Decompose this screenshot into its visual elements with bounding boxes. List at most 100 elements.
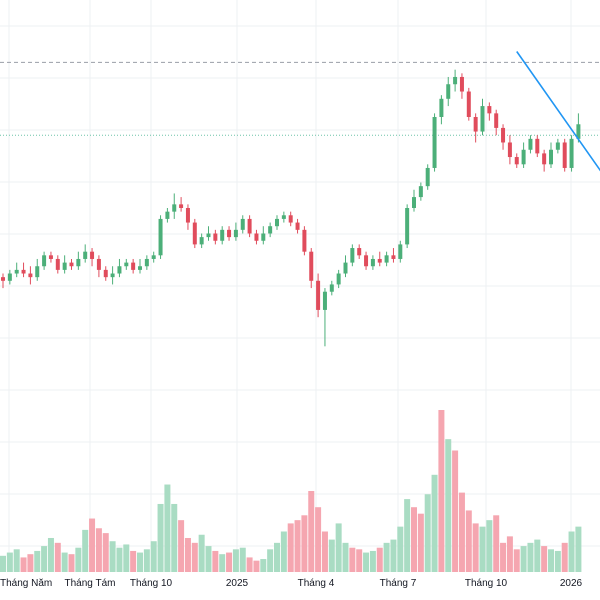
candle-body: [7, 273, 12, 281]
candle: [96, 255, 101, 278]
volume-bar: [534, 539, 541, 572]
candle: [110, 266, 115, 285]
candles[interactable]: [1, 69, 581, 347]
candle-body: [268, 226, 273, 234]
candle: [103, 266, 108, 281]
volume-bar: [390, 539, 397, 572]
candle: [357, 244, 362, 259]
candle-body: [185, 208, 190, 223]
candle-body: [494, 113, 499, 128]
candle: [302, 226, 307, 256]
candle: [281, 211, 286, 223]
candle: [1, 273, 5, 289]
volume-bar: [561, 542, 568, 572]
candle: [227, 226, 232, 241]
volume-bar: [438, 410, 445, 572]
candle: [206, 226, 211, 241]
x-tick-label: Tháng 4: [298, 578, 335, 589]
x-tick-label: Tháng Tám: [65, 578, 116, 589]
candle: [473, 113, 478, 143]
candle-body: [322, 291, 327, 310]
volume-bar: [143, 549, 150, 572]
candle: [453, 69, 458, 92]
trendline-group[interactable]: [516, 51, 600, 324]
volume-bar: [34, 550, 41, 572]
candle-body: [288, 215, 293, 223]
candle: [542, 149, 547, 172]
candle: [432, 113, 437, 172]
volume-bars: [0, 410, 582, 572]
candle-body: [466, 91, 471, 117]
volume-bar: [0, 555, 6, 572]
candle: [268, 222, 273, 238]
candle-body: [439, 98, 444, 117]
volume-bar: [301, 515, 308, 572]
x-axis: Tháng Năm Tháng Tám Tháng 10 2025 Tháng 4 Thá…: [0, 578, 583, 589]
volume-bar: [205, 546, 212, 572]
volume-bar: [548, 549, 554, 572]
candle-body: [275, 218, 279, 227]
volume-bar: [520, 546, 527, 572]
candle-body: [336, 273, 341, 285]
x-tick-label: Tháng 10: [130, 578, 173, 589]
volume-bar: [95, 528, 102, 572]
candle-body: [14, 269, 19, 274]
candle-body: [295, 222, 300, 230]
x-tick-label: Tháng 10: [465, 578, 508, 589]
volume-bar: [184, 537, 191, 572]
candle-body: [535, 138, 540, 154]
candle-body: [377, 258, 382, 263]
candle: [21, 262, 26, 278]
candle-body: [446, 84, 451, 99]
volume-bar: [486, 520, 493, 572]
candle-body: [398, 244, 403, 259]
x-tick-label: 2026: [560, 578, 583, 589]
candle: [254, 229, 259, 245]
candle-body: [42, 255, 47, 267]
volume-bar: [13, 549, 20, 572]
candle: [295, 218, 300, 234]
x-tick-label: Tháng Năm: [0, 578, 52, 589]
candle-body: [254, 233, 259, 241]
volume-bar: [335, 523, 342, 572]
candle: [179, 197, 184, 212]
candle: [507, 135, 512, 165]
volume-bar: [89, 518, 96, 572]
candle: [138, 258, 142, 274]
candle: [213, 229, 218, 245]
volume-bar: [411, 507, 417, 572]
volume-bar: [349, 547, 356, 572]
volume-bar: [20, 557, 27, 572]
candle: [364, 251, 369, 270]
candle: [7, 269, 12, 285]
candle: [528, 135, 533, 154]
candle-body: [261, 233, 266, 241]
volume-bar: [479, 526, 486, 572]
volume-bar: [417, 513, 424, 572]
candle-body: [165, 211, 170, 219]
candle-body: [103, 269, 108, 278]
volume-bar: [500, 542, 507, 572]
candle-body: [240, 218, 245, 230]
candle-body: [96, 258, 101, 270]
candle: [124, 258, 129, 270]
candle-body: [144, 258, 149, 267]
candle: [336, 269, 341, 289]
candle-body: [501, 127, 506, 143]
candle-body: [302, 229, 307, 252]
volume-bar: [315, 507, 322, 572]
volume-bar: [226, 552, 233, 572]
volume-bar: [568, 531, 575, 572]
candle-body: [473, 117, 478, 132]
candle-body: [528, 138, 533, 150]
candle: [240, 215, 245, 234]
volume-bar: [61, 552, 68, 572]
volume-bar: [27, 554, 34, 572]
volume-bar: [465, 510, 472, 572]
candle: [555, 138, 560, 154]
candle: [309, 248, 314, 289]
trendline: [516, 51, 600, 172]
candle-body: [521, 149, 526, 165]
candle-body: [487, 106, 492, 114]
